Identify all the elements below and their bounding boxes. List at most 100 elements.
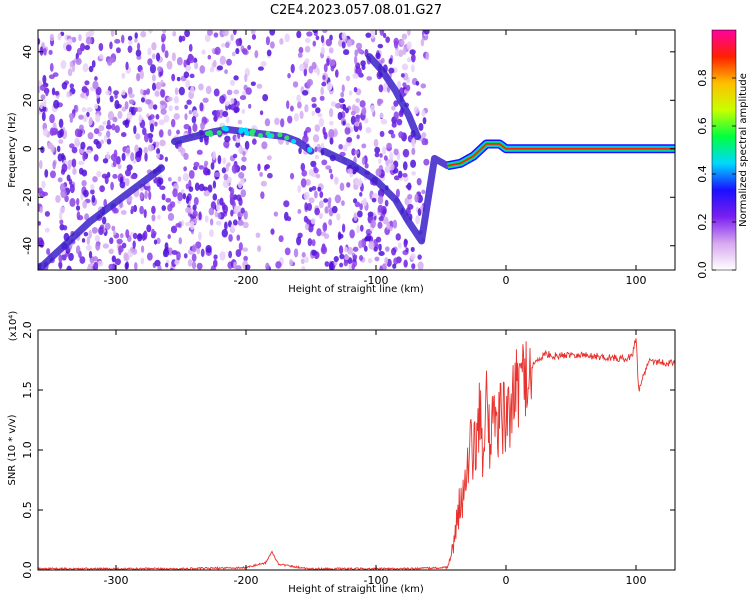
noise-dot xyxy=(314,154,320,160)
noise-dot xyxy=(342,120,346,126)
noise-dot xyxy=(192,123,198,133)
noise-dot xyxy=(167,234,171,240)
noise-dot xyxy=(311,249,317,256)
noise-dot xyxy=(42,74,47,84)
noise-dot xyxy=(351,263,356,270)
noise-dot xyxy=(147,47,152,56)
noise-dot xyxy=(230,209,234,217)
noise-dot xyxy=(178,237,183,245)
noise-dot xyxy=(117,163,122,170)
noise-dot xyxy=(110,30,115,37)
noise-dot xyxy=(330,173,334,180)
noise-dot xyxy=(232,153,238,159)
noise-dot xyxy=(320,86,324,96)
noise-dot xyxy=(370,104,375,113)
noise-dot xyxy=(88,250,93,259)
noise-dot xyxy=(224,135,231,143)
noise-dot xyxy=(39,46,44,56)
x-tick-label: 0 xyxy=(503,574,510,587)
noise-dot xyxy=(328,108,334,118)
noise-dot xyxy=(139,191,144,200)
noise-dot xyxy=(143,146,149,154)
noise-dot xyxy=(82,152,86,162)
colorbar-tick-label: 0.6 xyxy=(696,117,709,135)
ridge-highlight xyxy=(257,133,263,139)
noise-dot xyxy=(114,125,120,134)
noise-dot xyxy=(379,130,385,138)
noise-dot xyxy=(395,188,400,198)
noise-dot xyxy=(111,123,116,131)
noise-dot xyxy=(39,160,43,170)
noise-dot xyxy=(58,211,63,221)
noise-dot xyxy=(342,103,346,112)
noise-dot xyxy=(112,230,117,236)
noise-dot xyxy=(289,172,295,180)
y-tick-label: 0.0 xyxy=(21,561,34,579)
noise-dot xyxy=(90,189,95,195)
y-tick-label: 0.5 xyxy=(21,501,34,519)
noise-dot xyxy=(385,246,390,252)
noise-dot xyxy=(312,30,319,34)
noise-dot xyxy=(344,126,351,135)
noise-dot xyxy=(212,150,216,161)
noise-dot xyxy=(326,58,330,67)
noise-dot xyxy=(238,172,245,179)
noise-dot xyxy=(304,104,309,113)
noise-dot xyxy=(44,169,49,178)
noise-dot xyxy=(383,155,388,161)
noise-dot xyxy=(138,114,142,124)
noise-dot xyxy=(192,210,198,218)
noise-dot xyxy=(248,103,252,109)
noise-dot xyxy=(262,93,269,102)
y-tick-label: 20 xyxy=(21,93,34,107)
noise-dot xyxy=(354,150,360,155)
noise-dot xyxy=(301,251,306,258)
noise-dot xyxy=(346,122,351,128)
noise-dot xyxy=(87,132,94,140)
noise-dot xyxy=(270,228,275,235)
noise-dot xyxy=(257,245,262,253)
x-tick-label: -100 xyxy=(364,574,389,587)
noise-dot xyxy=(308,223,314,233)
noise-dot xyxy=(304,202,308,211)
figure-title: C2E4.2023.057.08.01.G27 xyxy=(270,3,442,18)
noise-dot xyxy=(315,173,321,179)
noise-dot xyxy=(365,127,372,134)
ridge-highlight xyxy=(216,130,222,136)
noise-dot xyxy=(134,107,138,112)
noise-dot xyxy=(68,113,75,120)
noise-dot xyxy=(346,136,353,143)
noise-dot xyxy=(96,141,102,149)
noise-dot xyxy=(387,142,392,149)
noise-dot xyxy=(231,51,236,57)
noise-dot xyxy=(236,234,241,241)
noise-dot xyxy=(274,117,280,126)
noise-dot xyxy=(303,67,308,77)
noise-dot xyxy=(198,165,204,170)
noise-dot xyxy=(416,177,422,186)
noise-dot xyxy=(183,71,190,79)
noise-dot xyxy=(106,130,111,138)
noise-dot xyxy=(81,107,87,112)
noise-dot xyxy=(135,49,142,57)
noise-dot xyxy=(97,260,104,267)
noise-dot xyxy=(52,160,56,170)
noise-dot xyxy=(306,202,312,212)
noise-dot xyxy=(105,90,111,96)
noise-dot xyxy=(228,250,233,259)
noise-dot xyxy=(337,111,343,121)
noise-dot xyxy=(183,152,189,160)
noise-dot xyxy=(250,81,256,87)
noise-dot xyxy=(401,63,409,71)
noise-dot xyxy=(88,117,93,126)
noise-dot xyxy=(421,189,426,195)
snr-x-axis-label: Height of straight line (km) xyxy=(288,584,424,595)
noise-dot xyxy=(151,214,156,222)
noise-dot xyxy=(256,83,263,89)
noise-dot xyxy=(58,261,63,270)
noise-dot xyxy=(182,192,187,200)
noise-dot xyxy=(178,35,183,43)
noise-dot xyxy=(230,223,235,233)
noise-dot xyxy=(341,40,346,49)
noise-dot xyxy=(192,109,198,116)
